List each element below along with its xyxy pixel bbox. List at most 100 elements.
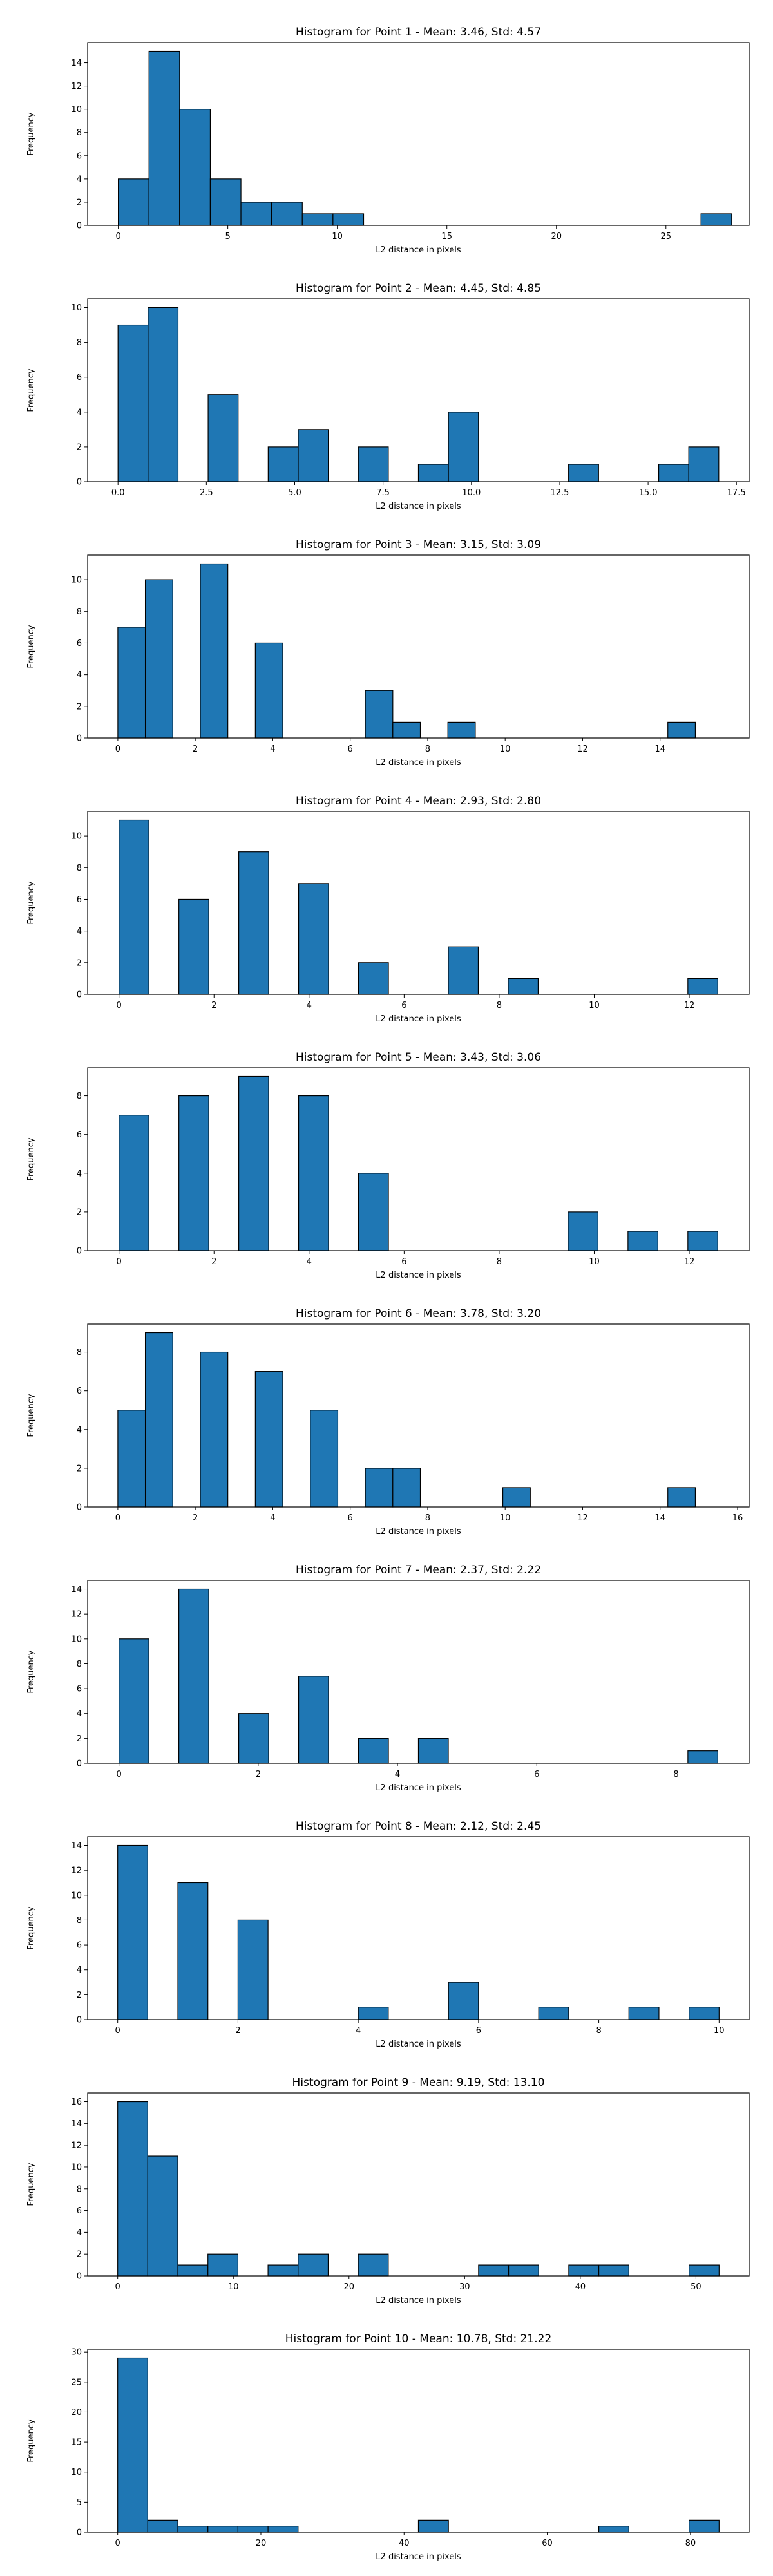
y-tick-label: 4 (77, 2228, 82, 2238)
y-tick-label: 10 (71, 303, 82, 313)
y-tick-label: 0 (77, 2016, 82, 2025)
histogram-bar (148, 307, 179, 482)
x-tick-label: 15 (441, 232, 452, 242)
axes-frame (87, 2092, 750, 2277)
y-tick-label: 0 (77, 1503, 82, 1513)
x-tick-label: 15.0 (639, 488, 658, 498)
histogram-bar (267, 446, 299, 482)
y-tick-label: 2 (77, 442, 82, 452)
x-axis-label: L2 distance in pixels (376, 2552, 461, 2562)
x-tick-label: 8 (673, 1770, 678, 1779)
y-tick-label: 12 (71, 2141, 82, 2151)
histogram-bar (358, 2007, 389, 2020)
x-tick-label: 40 (399, 2539, 410, 2548)
histogram-bar (568, 464, 599, 482)
histogram-bar (628, 2007, 660, 2020)
histogram-bar (179, 109, 211, 226)
x-tick-label: 6 (348, 1513, 353, 1523)
x-tick-label: 40 (575, 2282, 586, 2292)
x-tick-label: 14 (654, 744, 665, 754)
histogram-bar (358, 1173, 389, 1251)
histogram-bar (417, 2519, 449, 2533)
y-tick-label: 0 (77, 2272, 82, 2282)
y-tick-label: 8 (77, 338, 82, 348)
chart-title: Histogram for Point 4 - Mean: 2.93, Std:… (296, 795, 541, 808)
histogram-bar (332, 213, 365, 226)
histogram-bar (147, 2155, 178, 2277)
histogram-bar (358, 962, 389, 995)
x-tick-label: 4 (270, 744, 275, 754)
chart-panel-10: Histogram for Point 10 - Mean: 10.78, St… (26, 2333, 750, 2562)
histogram-bar (687, 1750, 718, 1764)
histogram-bar (209, 178, 242, 226)
histogram-bar (119, 1638, 149, 1764)
x-tick-label: 4 (270, 1513, 275, 1523)
x-tick-label: 10.0 (462, 488, 481, 498)
y-tick-label: 10 (71, 2468, 82, 2477)
histogram-bar (117, 627, 146, 739)
y-tick-label: 12 (71, 1866, 82, 1876)
chart-panel-3: Histogram for Point 3 - Mean: 3.15, Std:… (26, 538, 750, 768)
y-tick-label: 15 (71, 2438, 82, 2448)
axes-frame (87, 298, 750, 482)
x-axis-label: L2 distance in pixels (376, 758, 461, 768)
y-tick-label: 8 (77, 1916, 82, 1926)
histogram-bar (298, 1095, 329, 1251)
x-tick-label: 17.5 (727, 488, 746, 498)
y-tick-label: 10 (71, 1891, 82, 1900)
histogram-bar (177, 2526, 209, 2533)
histogram-bar (689, 2264, 720, 2277)
y-tick-label: 12 (71, 1610, 82, 1620)
y-tick-label: 14 (71, 2119, 82, 2129)
y-tick-label: 0 (77, 1759, 82, 1769)
x-tick-label: 2 (193, 744, 198, 754)
x-tick-label: 5.0 (288, 488, 301, 498)
histogram-bar (144, 579, 173, 739)
histogram-bar (417, 1738, 449, 1764)
histogram-bar (271, 202, 303, 226)
axes-frame (87, 1836, 750, 2020)
x-tick-label: 7.5 (376, 488, 390, 498)
y-axis-label: Frequency (26, 1906, 36, 1949)
axes-frame (87, 2349, 750, 2533)
y-tick-label: 2 (77, 198, 82, 207)
x-tick-label: 12 (577, 1513, 588, 1523)
y-tick-label: 8 (77, 607, 82, 617)
histogram-bar (117, 2101, 148, 2277)
y-tick-label: 10 (71, 105, 82, 115)
x-tick-label: 2.5 (200, 488, 213, 498)
x-axis-label: L2 distance in pixels (376, 2296, 461, 2306)
y-tick-label: 4 (77, 1709, 82, 1719)
y-tick-label: 4 (77, 927, 82, 936)
chart-title: Histogram for Point 8 - Mean: 2.12, Std:… (296, 1820, 541, 1833)
y-tick-label: 0 (77, 990, 82, 1000)
x-tick-label: 0 (115, 2539, 120, 2548)
x-tick-label: 0 (115, 2026, 120, 2036)
chart-title: Histogram for Point 2 - Mean: 4.45, Std:… (296, 282, 541, 295)
histogram-bar (358, 1738, 389, 1764)
chart-title: Histogram for Point 7 - Mean: 2.37, Std:… (296, 1564, 541, 1577)
y-tick-label: 4 (77, 1425, 82, 1435)
chart-panel-4: Histogram for Point 4 - Mean: 2.93, Std:… (26, 795, 750, 1024)
y-axis-label: Frequency (26, 2163, 36, 2206)
y-tick-label: 6 (77, 2206, 82, 2216)
x-axis-label: L2 distance in pixels (376, 1783, 461, 1793)
x-tick-label: 12 (684, 1257, 695, 1267)
y-axis-label: Frequency (26, 1394, 36, 1437)
x-tick-label: 0 (117, 1001, 122, 1010)
y-tick-label: 6 (77, 1685, 82, 1694)
y-tick-label: 0 (77, 478, 82, 488)
y-tick-label: 20 (71, 2408, 82, 2418)
chart-panel-8: Histogram for Point 8 - Mean: 2.12, Std:… (26, 1820, 750, 2049)
axes-frame (87, 42, 750, 226)
histogram-bar (119, 1115, 149, 1251)
axes-frame (87, 811, 750, 995)
histogram-bar (238, 1075, 269, 1251)
x-tick-label: 4 (307, 1257, 312, 1267)
histogram-bar (687, 1231, 718, 1251)
histogram-bar (448, 1982, 479, 2020)
x-tick-label: 4 (395, 1770, 400, 1779)
histogram-bar (447, 721, 476, 739)
y-tick-label: 10 (71, 1634, 82, 1644)
